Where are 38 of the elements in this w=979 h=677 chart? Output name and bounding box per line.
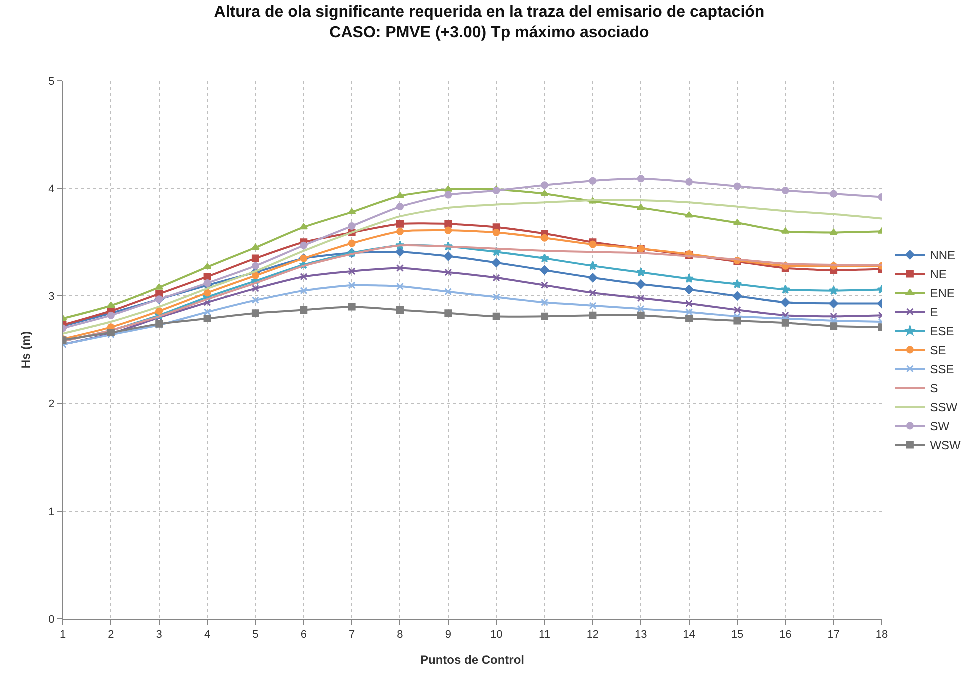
y-tick-label: 4 (48, 183, 55, 196)
x-tick-label: 1 (60, 629, 66, 642)
x-tick-label: 12 (586, 629, 600, 642)
x-tick-label: 6 (300, 629, 307, 642)
x-tick-label: 11 (539, 629, 550, 642)
x-tick-label: 8 (397, 629, 404, 642)
legend-label: S (930, 382, 938, 396)
legend-label: SSE (930, 362, 954, 377)
legend-label: SE (930, 344, 946, 358)
x-tick-label: 17 (828, 629, 840, 642)
legend-label: NNE (930, 248, 956, 263)
x-tick-label: 7 (348, 629, 356, 642)
y-tick-label: 2 (48, 398, 55, 411)
y-tick-label: 0 (48, 614, 55, 626)
legend-label: WSW (930, 438, 962, 453)
legend-label: SW (930, 420, 950, 434)
chart-title: Altura de ola significante requerida en la traza del emisario de captación CASO: PMVE (+3.00) Tp máximo asociado (214, 4, 765, 42)
x-tick-label: 16 (780, 629, 792, 642)
y-tick-label: 3 (48, 291, 55, 304)
x-tick-label: 13 (634, 629, 648, 642)
y-tick-label: 5 (48, 76, 55, 88)
x-tick-label: 3 (156, 629, 162, 642)
x-tick-label: 15 (731, 629, 744, 642)
x-tick-label: 9 (445, 629, 452, 642)
y-axis-title: Hs (m) (18, 331, 33, 369)
legend-label: ESE (930, 324, 954, 339)
legend-label: SSW (930, 400, 958, 415)
x-tick-label: 2 (108, 629, 114, 642)
x-tick-label: 5 (252, 629, 259, 642)
x-tick-label: 14 (683, 629, 696, 642)
legend-label: E (930, 306, 938, 320)
legend-label: ENE (930, 286, 955, 301)
x-tick-label: 10 (490, 629, 503, 642)
y-tick-label: 1 (48, 506, 55, 518)
x-axis-title: Puntos de Control (420, 653, 524, 668)
x-tick-label: 18 (876, 629, 888, 642)
x-tick-label: 4 (204, 629, 211, 642)
legend-label: NE (930, 268, 947, 282)
